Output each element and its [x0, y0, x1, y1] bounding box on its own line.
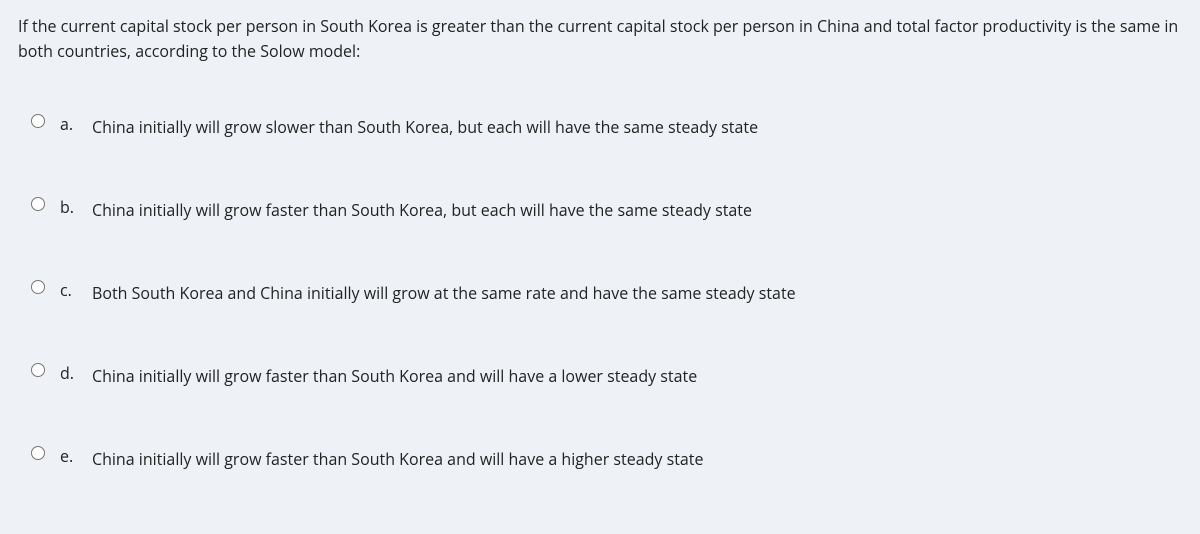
option-text: China initially will grow faster than So…	[92, 444, 1182, 471]
radio-option-e[interactable]	[31, 446, 45, 460]
radio-wrap	[30, 278, 46, 294]
question-container: If the current capital stock per person …	[0, 0, 1200, 481]
option-letter: b.	[60, 195, 78, 219]
option-letter: c.	[60, 278, 78, 302]
option-text: China initially will grow slower than So…	[92, 112, 1182, 139]
radio-option-c[interactable]	[31, 280, 45, 294]
option-letter: a.	[60, 112, 78, 136]
option-row-e[interactable]: e. China initially will grow faster than…	[18, 444, 1182, 471]
radio-wrap	[30, 444, 46, 460]
radio-option-b[interactable]	[31, 197, 45, 211]
option-text: China initially will grow faster than So…	[92, 195, 1182, 222]
option-row-c[interactable]: c. Both South Korea and China initially …	[18, 278, 1182, 305]
radio-wrap	[30, 361, 46, 377]
radio-option-a[interactable]	[31, 114, 45, 128]
option-row-d[interactable]: d. China initially will grow faster than…	[18, 361, 1182, 388]
radio-wrap	[30, 195, 46, 211]
options-list: a. China initially will grow slower than…	[18, 112, 1182, 471]
option-letter: e.	[60, 444, 78, 468]
option-row-b[interactable]: b. China initially will grow faster than…	[18, 195, 1182, 222]
option-text: China initially will grow faster than So…	[92, 361, 1182, 388]
option-row-a[interactable]: a. China initially will grow slower than…	[18, 112, 1182, 139]
option-text: Both South Korea and China initially wil…	[92, 278, 1182, 305]
question-text: If the current capital stock per person …	[18, 14, 1182, 64]
radio-option-d[interactable]	[31, 363, 45, 377]
radio-wrap	[30, 112, 46, 128]
option-letter: d.	[60, 361, 78, 385]
